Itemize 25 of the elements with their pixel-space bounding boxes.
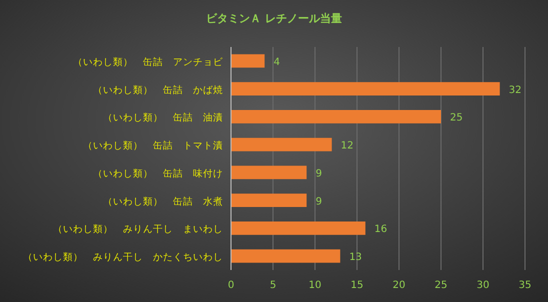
- x-tick-label: 15: [350, 280, 364, 291]
- x-tick-label: 25: [434, 280, 448, 291]
- data-label: 32: [508, 84, 522, 96]
- y-tick-label: （いわし類） 缶詰 味付け: [93, 167, 223, 180]
- x-tick-label: 10: [308, 280, 322, 291]
- data-label: 9: [316, 168, 322, 180]
- y-tick-label: （いわし類） みりん干し かたくちいわし: [23, 251, 223, 264]
- x-tick-label: 20: [392, 280, 406, 291]
- data-label: 25: [450, 112, 463, 124]
- y-tick-label: （いわし類） 缶詰 アンチョビ: [73, 56, 224, 68]
- chart-title: ビタミンＡ レチノール当量: [206, 12, 342, 25]
- data-label: 9: [316, 196, 322, 208]
- y-tick-label: （いわし類） 缶詰 かば焼: [93, 84, 223, 96]
- data-label: 12: [340, 140, 354, 152]
- x-tick-label: 35: [518, 280, 532, 291]
- x-tick-label: 30: [476, 280, 490, 291]
- y-tick-label: （いわし類） 缶詰 トマト漬: [83, 140, 223, 152]
- data-label: 4: [274, 56, 280, 68]
- y-tick-label: （いわし類） 缶詰 油漬: [103, 112, 223, 124]
- y-tick-label: （いわし類） みりん干し まいわし: [53, 223, 223, 236]
- y-tick-label: （いわし類） 缶詰 水煮: [103, 195, 223, 208]
- data-label: 16: [374, 224, 388, 236]
- x-tick-label: 5: [270, 280, 276, 291]
- x-tick-label: 0: [228, 280, 234, 291]
- data-label: 13: [349, 252, 362, 264]
